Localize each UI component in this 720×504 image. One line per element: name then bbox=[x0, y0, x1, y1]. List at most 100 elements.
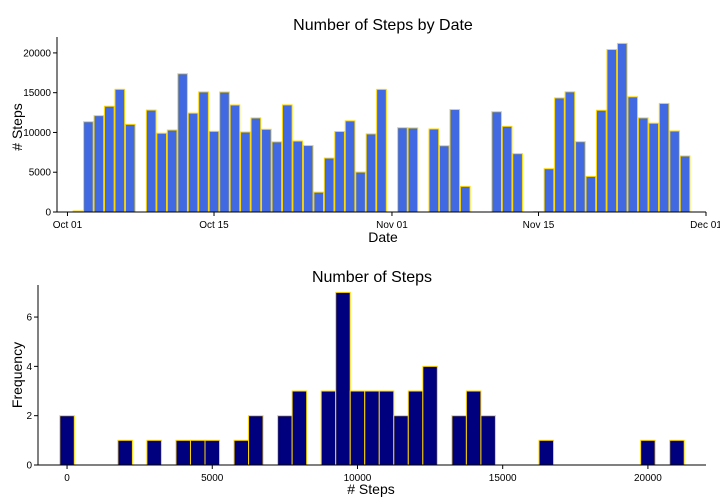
bar-2012-10-19 bbox=[250, 117, 262, 213]
bar-2012-11-18 bbox=[564, 91, 576, 213]
y-axis-ticks: 0 5000 10000 15000 20000 bbox=[23, 48, 57, 219]
y-tick-label: 4 bbox=[26, 362, 32, 373]
histogram-bin-5000 bbox=[204, 439, 221, 466]
chart-title: Number of Steps bbox=[312, 269, 432, 286]
bar-2012-11-23 bbox=[616, 42, 628, 213]
histogram-bin-16500 bbox=[538, 439, 555, 466]
bar-2012-10-20 bbox=[261, 128, 272, 213]
histogram-bin-4500 bbox=[189, 439, 206, 466]
bar-2012-10-21 bbox=[271, 141, 283, 213]
histogram-bin-12500 bbox=[422, 365, 438, 466]
histogram-bars bbox=[59, 291, 685, 466]
bar-2012-10-16 bbox=[219, 91, 230, 213]
bar-2012-10-15 bbox=[208, 130, 220, 213]
bar-2012-10-24 bbox=[302, 145, 314, 213]
bar-2012-10-31 bbox=[376, 88, 387, 213]
histogram-bin-11000 bbox=[378, 390, 395, 466]
bar-2012-11-08 bbox=[459, 185, 471, 213]
histogram-bin-10000 bbox=[349, 390, 366, 466]
bar-2012-10-04 bbox=[93, 115, 105, 213]
bar-2012-10-22 bbox=[281, 104, 293, 213]
histogram-bin-21000 bbox=[669, 439, 685, 466]
x-tick-label: Dec 01 bbox=[690, 220, 720, 231]
histogram-bin-12000 bbox=[407, 390, 424, 466]
bar-2012-11-13 bbox=[512, 153, 523, 213]
bar-2012-11-12 bbox=[501, 125, 513, 213]
bar-2012-10-10 bbox=[156, 132, 167, 213]
y-tick-label: 6 bbox=[26, 313, 32, 324]
bar-2012-10-14 bbox=[198, 91, 209, 213]
bar-2012-11-05 bbox=[428, 128, 440, 213]
x-tick-label: Oct 01 bbox=[53, 220, 83, 231]
histogram-bin-6500 bbox=[248, 415, 264, 466]
histogram-bin-3000 bbox=[146, 439, 162, 466]
bar-2012-10-11 bbox=[166, 129, 178, 213]
y-tick-label: 2 bbox=[26, 411, 32, 422]
histogram-bin-14000 bbox=[465, 390, 482, 466]
bar-2012-11-27 bbox=[658, 102, 670, 213]
x-tick-label: 10000 bbox=[344, 473, 372, 484]
steps-histogram-chart: Number of Steps # Steps Frequency 0 5000 1… bbox=[9, 269, 706, 497]
bar-2012-10-17 bbox=[229, 104, 241, 213]
bar-2012-10-05 bbox=[104, 105, 115, 213]
x-tick-label: 20000 bbox=[634, 473, 662, 484]
bar-2012-11-25 bbox=[637, 117, 649, 213]
chart-title: Number of Steps by Date bbox=[293, 17, 473, 34]
bar-2012-11-16 bbox=[543, 168, 555, 213]
y-axis-title: Frequency bbox=[9, 342, 25, 408]
bar-2012-11-26 bbox=[648, 122, 659, 213]
y-tick-label: 20000 bbox=[23, 48, 51, 59]
histogram-bin-10500 bbox=[364, 390, 380, 466]
histogram-bin-4000 bbox=[175, 439, 191, 466]
histogram-bin-2000 bbox=[117, 439, 133, 466]
bar-2012-10-25 bbox=[313, 191, 325, 213]
axes bbox=[56, 37, 706, 213]
bar-2012-10-27 bbox=[334, 131, 345, 213]
bar-2012-10-07 bbox=[124, 123, 136, 213]
histogram-bin-14500 bbox=[480, 415, 496, 466]
histogram-bin-13500 bbox=[451, 415, 467, 466]
x-tick-label: Nov 01 bbox=[376, 220, 408, 231]
bar-2012-10-18 bbox=[240, 131, 251, 213]
histogram-bin-11500 bbox=[393, 415, 409, 466]
bar-2012-11-17 bbox=[554, 97, 565, 213]
histogram-bin-6000 bbox=[233, 439, 250, 466]
bar-2012-10-26 bbox=[323, 157, 335, 213]
y-tick-label: 5000 bbox=[29, 168, 52, 179]
bar-2012-11-28 bbox=[669, 130, 680, 213]
bar-2012-11-02 bbox=[397, 127, 408, 213]
histogram-bin-9500 bbox=[335, 291, 351, 466]
y-tick-label: 0 bbox=[26, 461, 32, 472]
histogram-bin-20000 bbox=[640, 439, 656, 466]
bar-2012-10-30 bbox=[365, 133, 377, 213]
bar-2012-11-20 bbox=[585, 175, 597, 213]
histogram-bin-7500 bbox=[277, 415, 293, 466]
histogram-bin-8000 bbox=[291, 390, 308, 466]
bar-2012-10-09 bbox=[145, 109, 157, 213]
x-tick-label: 0 bbox=[64, 473, 70, 484]
bar-2012-11-29 bbox=[679, 155, 691, 213]
bar-2012-10-23 bbox=[292, 140, 304, 213]
bar-2012-11-06 bbox=[438, 145, 450, 213]
x-axis-ticks: Oct 01 Oct 15 Nov 01 Nov 15 Dec 01 bbox=[53, 212, 720, 231]
y-tick-label: 15000 bbox=[23, 88, 51, 99]
bar-2012-10-13 bbox=[187, 112, 199, 213]
bar-2012-11-11 bbox=[491, 111, 502, 213]
bar-2012-10-06 bbox=[114, 88, 126, 213]
bar-2012-11-22 bbox=[606, 49, 618, 213]
x-axis-title: # Steps bbox=[347, 481, 394, 497]
steps-by-date-chart: Number of Steps by Date Date # Steps Oct… bbox=[9, 17, 720, 245]
bar-2012-10-03 bbox=[83, 121, 94, 213]
histogram-bin-9000 bbox=[320, 390, 337, 466]
x-tick-label: Oct 15 bbox=[199, 220, 229, 231]
x-tick-label: Nov 15 bbox=[523, 220, 555, 231]
y-axis-title: # Steps bbox=[9, 103, 25, 150]
bar-2012-10-12 bbox=[177, 73, 188, 213]
axes bbox=[37, 285, 706, 466]
bar-2012-10-29 bbox=[355, 171, 366, 213]
bar-2012-11-21 bbox=[596, 109, 607, 213]
x-axis-ticks: 0 5000 10000 15000 20000 bbox=[64, 465, 662, 484]
x-axis-title: Date bbox=[368, 229, 398, 245]
y-tick-label: 10000 bbox=[23, 128, 51, 139]
bar-series bbox=[72, 42, 691, 213]
